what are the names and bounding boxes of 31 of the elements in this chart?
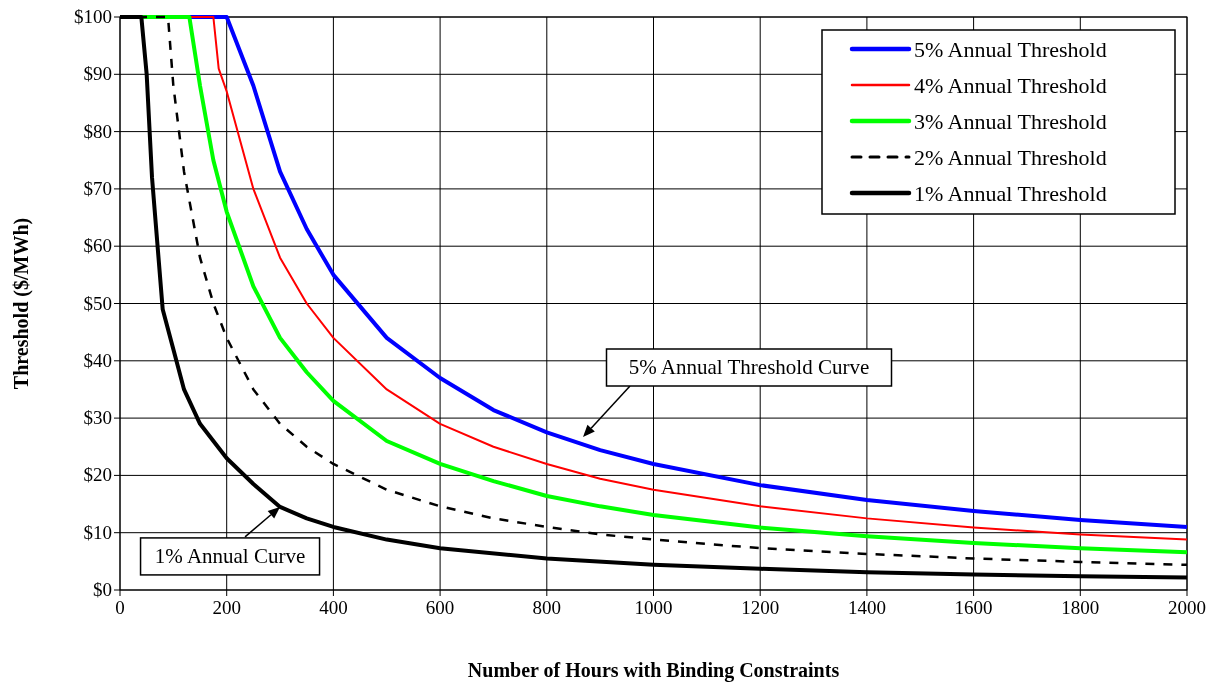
y-tick-label: $100	[74, 6, 112, 27]
y-tick-label: $80	[83, 120, 112, 142]
y-tick-label: $0	[93, 579, 112, 600]
y-tick-label: $20	[83, 464, 112, 486]
y-tick-label: $60	[83, 235, 112, 257]
annotation: 1% Annual Curve	[154, 543, 306, 568]
x-tick-label: 400	[319, 597, 348, 618]
x-tick-label: 1400	[847, 597, 886, 618]
annotation: 5% Annual Threshold Curve	[628, 355, 870, 379]
y-tick-label: $90	[83, 63, 112, 85]
x-tick-label: 2000	[1168, 597, 1206, 618]
x-tick-label: 1200	[741, 597, 780, 618]
y-tick-label: $10	[83, 521, 112, 543]
y-tick-label: $50	[83, 292, 112, 314]
legend-label: 4% Annual Threshold	[914, 73, 1107, 98]
legend-label: 1% Annual Threshold	[914, 181, 1107, 206]
x-tick-label: 1600	[954, 597, 993, 618]
legend-label: 2% Annual Threshold	[914, 145, 1107, 170]
x-tick-label: 600	[425, 597, 455, 618]
y-tick-label: $70	[83, 177, 112, 199]
legend-label: 3% Annual Threshold	[914, 109, 1107, 134]
x-tick-label: 800	[532, 597, 562, 618]
y-tick-label: $40	[83, 349, 112, 371]
y-tick-label: $30	[83, 407, 112, 429]
x-axis-title: Number of Hours with Binding Constraints	[467, 659, 840, 682]
x-tick-label: 0	[115, 597, 125, 618]
x-tick-label: 1800	[1061, 597, 1100, 618]
y-axis-title: Threshold ($/MWh)	[10, 217, 33, 390]
legend-label: 5% Annual Threshold	[914, 37, 1107, 62]
x-tick-label: 200	[212, 597, 241, 618]
x-tick-label: 1000	[634, 597, 673, 618]
